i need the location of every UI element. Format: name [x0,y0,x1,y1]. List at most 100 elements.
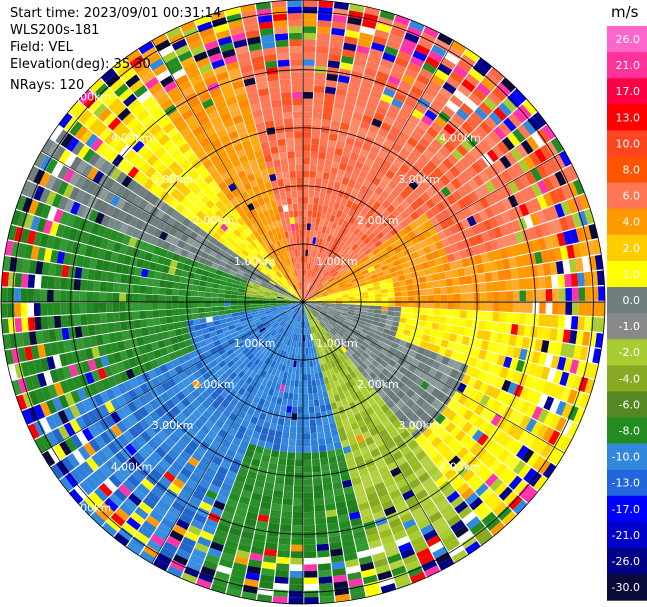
velocity-gate [342,539,355,549]
velocity-gate [469,497,484,511]
velocity-gate [314,291,321,296]
velocity-gate [545,141,559,157]
velocity-gate [421,114,434,127]
velocity-gate [548,430,561,446]
velocity-gate [180,270,189,278]
velocity-gate [556,356,567,371]
velocity-gate [486,302,494,312]
velocity-gate [366,130,378,140]
velocity-gate [385,351,394,359]
velocity-gate [275,569,289,578]
velocity-gate [251,492,263,502]
velocity-gate [465,319,473,328]
velocity-gate [572,179,585,195]
velocity-gate [473,416,485,429]
velocity-gate [317,252,322,260]
velocity-gate [563,357,573,373]
velocity-gate [73,302,81,315]
velocity-gate [314,331,320,339]
velocity-gate [313,289,319,295]
velocity-gate [549,398,561,414]
velocity-gate [471,245,481,256]
velocity-gate [528,151,542,167]
velocity-gate [431,322,440,331]
velocity-gate [289,311,295,317]
velocity-gate [331,27,345,36]
velocity-gate [361,370,369,379]
velocity-gate [112,312,121,322]
velocity-gate [524,277,533,290]
velocity-gate [276,333,282,341]
velocity-gate [311,287,317,293]
velocity-gate [391,276,400,283]
velocity-gate [322,303,330,305]
velocity-gate [303,296,308,302]
velocity-gate [385,194,395,205]
velocity-gate [402,553,418,566]
velocity-gate [339,233,346,242]
velocity-gate [415,489,429,501]
velocity-gate [512,128,526,143]
velocity-gate [66,278,75,290]
velocity-gate [548,205,559,220]
velocity-gate [335,349,342,357]
velocity-gate [472,62,488,77]
velocity-gate [335,264,342,272]
velocity-gate [372,551,387,562]
velocity-gate [27,274,36,288]
velocity-gate [466,310,474,320]
velocity-gate [236,502,249,512]
velocity-gate [172,554,189,566]
velocity-gate [224,539,239,550]
velocity-gate [113,321,122,332]
velocity-gate [418,320,427,328]
velocity-gate [308,183,315,191]
velocity-gate [355,205,364,214]
velocity-gate [224,302,231,307]
velocity-gate [159,280,167,288]
velocity-gate [186,383,196,393]
velocity-gate [367,197,376,207]
velocity-gate [389,429,400,440]
velocity-gate [311,333,316,341]
velocity-gate [489,459,502,473]
velocity-gate [353,57,367,68]
velocity-gate [382,434,393,444]
velocity-gate [531,277,539,290]
velocity-gate [295,452,303,460]
velocity-gate [472,87,487,102]
velocity-gate [292,306,299,311]
velocity-gate [479,487,494,502]
velocity-gate [307,269,310,277]
velocity-gate [274,332,280,340]
velocity-gate [308,305,314,311]
velocity-gate [331,21,346,30]
velocity-gate [410,271,419,279]
velocity-gate [360,473,372,483]
velocity-gate [465,275,473,285]
velocity-gate [442,332,451,341]
velocity-gate [317,314,324,320]
velocity-gate [34,316,42,331]
velocity-gate [537,352,548,366]
velocity-gate [429,216,440,226]
velocity-gate [306,307,312,313]
velocity-gate [316,164,324,173]
velocity-gate [84,496,99,511]
velocity-gate [559,216,570,232]
velocity-gate [559,246,569,260]
velocity-gate [333,262,340,270]
velocity-gate [212,409,222,419]
velocity-gate [306,236,310,244]
velocity-gate [244,350,252,358]
velocity-gate [310,439,319,447]
velocity-gate [472,174,485,187]
velocity-gate [311,458,321,466]
velocity-gate [407,565,424,578]
velocity-gate [426,431,438,443]
velocity-gate [159,547,175,560]
velocity-gate [207,429,218,440]
velocity-gate [418,137,431,149]
velocity-gate [372,393,382,403]
velocity-gate [418,471,431,484]
